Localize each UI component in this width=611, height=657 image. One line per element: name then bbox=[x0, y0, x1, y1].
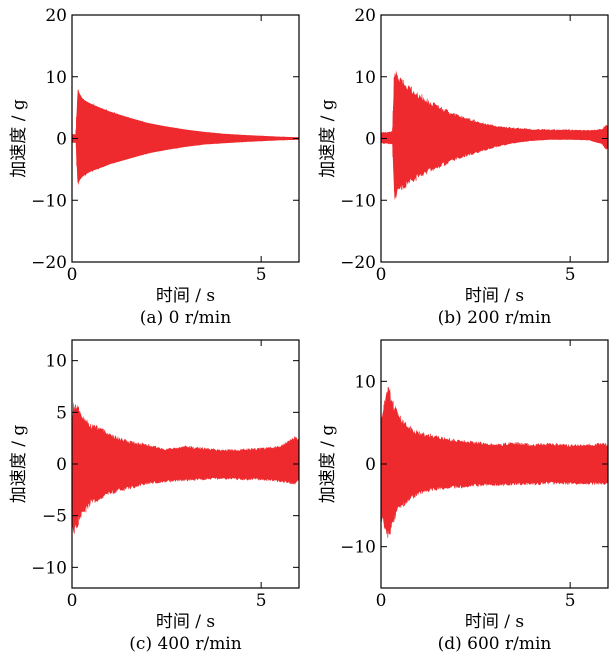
x-tick-label: 5 bbox=[565, 591, 576, 611]
x-tick-label: 0 bbox=[67, 265, 78, 285]
subplot-caption: (c) 400 r/min bbox=[129, 634, 241, 652]
y-tick-label: −10 bbox=[340, 538, 376, 558]
y-tick-label: −10 bbox=[31, 191, 67, 211]
subplot-caption: (d) 600 r/min bbox=[438, 634, 552, 652]
y-axis-label: 加速度 / g bbox=[318, 425, 338, 504]
signal-line bbox=[380, 75, 609, 199]
y-tick-label: 20 bbox=[45, 6, 67, 26]
y-tick-label: 0 bbox=[56, 455, 67, 475]
y-tick-label: 20 bbox=[354, 6, 376, 26]
y-tick-label: 10 bbox=[354, 372, 376, 392]
x-axis-label: 时间 / s bbox=[465, 286, 524, 306]
x-axis-label: 时间 / s bbox=[156, 612, 215, 632]
y-tick-label: 0 bbox=[56, 130, 67, 150]
x-tick-label: 5 bbox=[256, 265, 267, 285]
y-axis-label: 加速度 / g bbox=[9, 99, 29, 178]
subplot-3: −10 −5 0 5 10 0 5 时间 / s (c) 400 r/min 加速度 / g bbox=[9, 339, 300, 654]
y-axis-label: 加速度 / g bbox=[9, 425, 29, 504]
subplot-2: −20 −10 0 10 20 0 5 时间 / s(b) 200 r/min 加速度 / g bbox=[318, 6, 609, 328]
y-tick-label: −10 bbox=[31, 558, 67, 578]
y-tick-label: −5 bbox=[42, 507, 67, 527]
subplot-caption: (a) 0 r/min bbox=[140, 308, 231, 328]
subplot-1: −20 −10 0 10 20 0 5 时间 / s(a) 0 r/min 加速度 / g bbox=[9, 6, 300, 328]
x-tick-label: 0 bbox=[376, 265, 387, 285]
y-tick-label: 0 bbox=[365, 130, 376, 150]
signal-line bbox=[71, 404, 300, 534]
y-axis-label: 加速度 / g bbox=[318, 99, 338, 178]
y-tick-label: 10 bbox=[45, 68, 67, 88]
signal-line bbox=[71, 89, 300, 182]
y-tick-label: 5 bbox=[56, 403, 67, 423]
y-tick-label: −20 bbox=[31, 253, 67, 273]
x-tick-label: 5 bbox=[256, 591, 267, 611]
x-tick-label: 0 bbox=[376, 591, 387, 611]
signal-line bbox=[380, 386, 609, 538]
y-tick-label: 10 bbox=[45, 352, 67, 372]
y-tick-label: 10 bbox=[354, 68, 376, 88]
subplot-4: −10 0 10 0 5 时间 / s (d) 600 r/min 加速度 / g bbox=[318, 339, 609, 654]
x-tick-label: 5 bbox=[565, 265, 576, 285]
subplot-caption: (b) 200 r/min bbox=[438, 308, 552, 328]
x-tick-label: 0 bbox=[67, 591, 78, 611]
y-tick-label: −10 bbox=[340, 191, 376, 211]
x-axis-label: 时间 / s bbox=[465, 612, 524, 632]
x-axis-label: 时间 / s bbox=[156, 286, 215, 306]
y-tick-label: −20 bbox=[340, 253, 376, 273]
y-tick-label: 0 bbox=[365, 455, 376, 475]
